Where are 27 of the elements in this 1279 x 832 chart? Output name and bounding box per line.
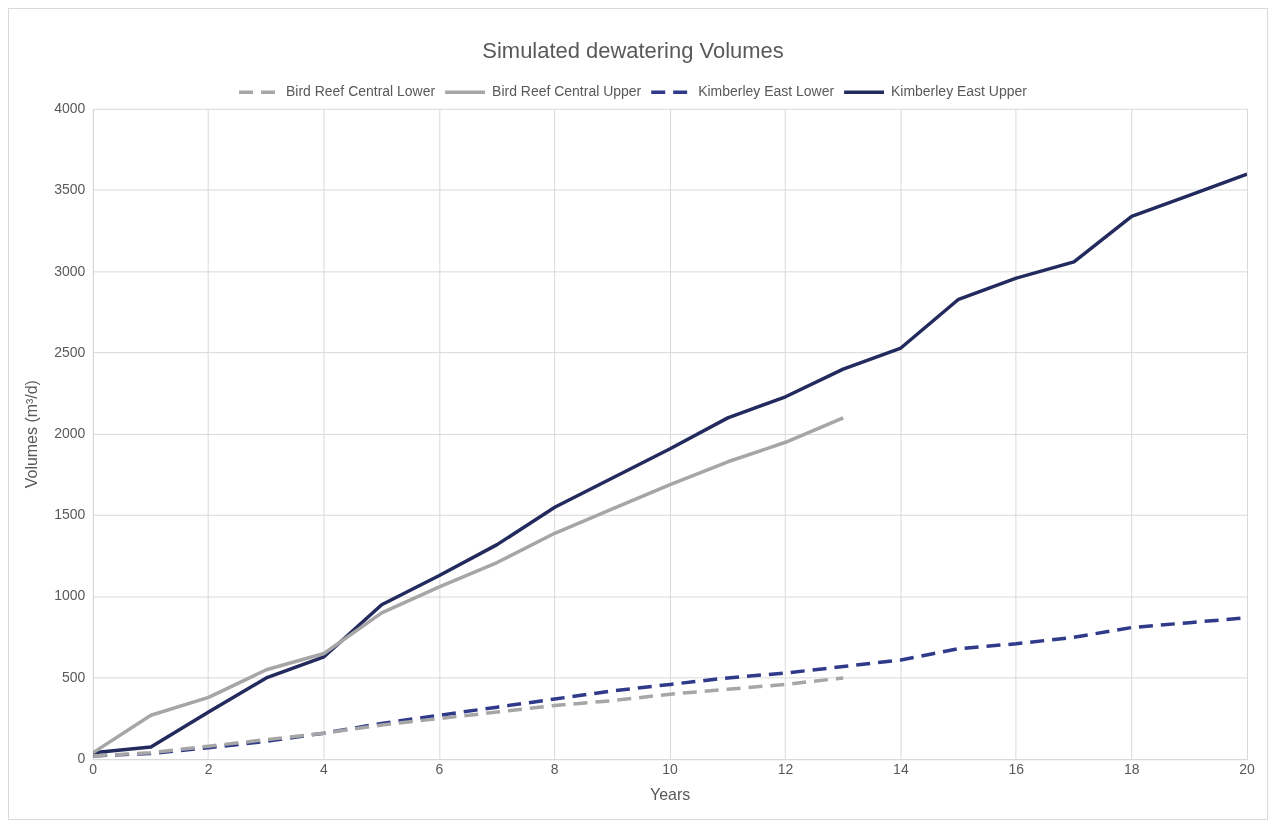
y-tick-label: 1500 bbox=[54, 506, 86, 523]
x-tick-label: 8 bbox=[550, 761, 559, 778]
y-axis-title: Volumes (m³/d) bbox=[22, 380, 40, 489]
x-tick-label: 12 bbox=[777, 761, 794, 778]
x-tick-label: 20 bbox=[1239, 761, 1256, 778]
chart-title: Simulated dewatering Volumes bbox=[482, 38, 784, 64]
y-tick-label: 2500 bbox=[54, 343, 86, 360]
x-tick-label: 4 bbox=[320, 761, 329, 778]
x-tick-label: 6 bbox=[435, 761, 444, 778]
legend-label: Kimberley East Lower bbox=[698, 83, 835, 100]
y-tick-label: 3000 bbox=[54, 262, 86, 279]
y-tick-label: 4000 bbox=[54, 100, 86, 116]
y-tick-label: 2000 bbox=[54, 425, 86, 441]
legend-label: Bird Reef Central Lower bbox=[286, 83, 436, 100]
x-tick-label: 14 bbox=[893, 761, 909, 778]
x-tick-label: 18 bbox=[1123, 761, 1140, 778]
x-tick-label: 10 bbox=[662, 761, 679, 778]
y-tick-label: 1000 bbox=[54, 587, 86, 604]
legend-label: Kimberley East Upper bbox=[891, 83, 1028, 100]
y-tick-label: 3500 bbox=[54, 181, 86, 198]
x-tick-label: 2 bbox=[204, 761, 213, 778]
x-tick-label: 0 bbox=[89, 761, 98, 778]
x-tick-label: 16 bbox=[1008, 761, 1025, 778]
y-tick-label: 0 bbox=[77, 750, 86, 766]
x-axis-title: Years bbox=[650, 785, 691, 803]
y-tick-label: 500 bbox=[61, 668, 86, 685]
legend-label: Bird Reef Central Upper bbox=[492, 83, 642, 100]
